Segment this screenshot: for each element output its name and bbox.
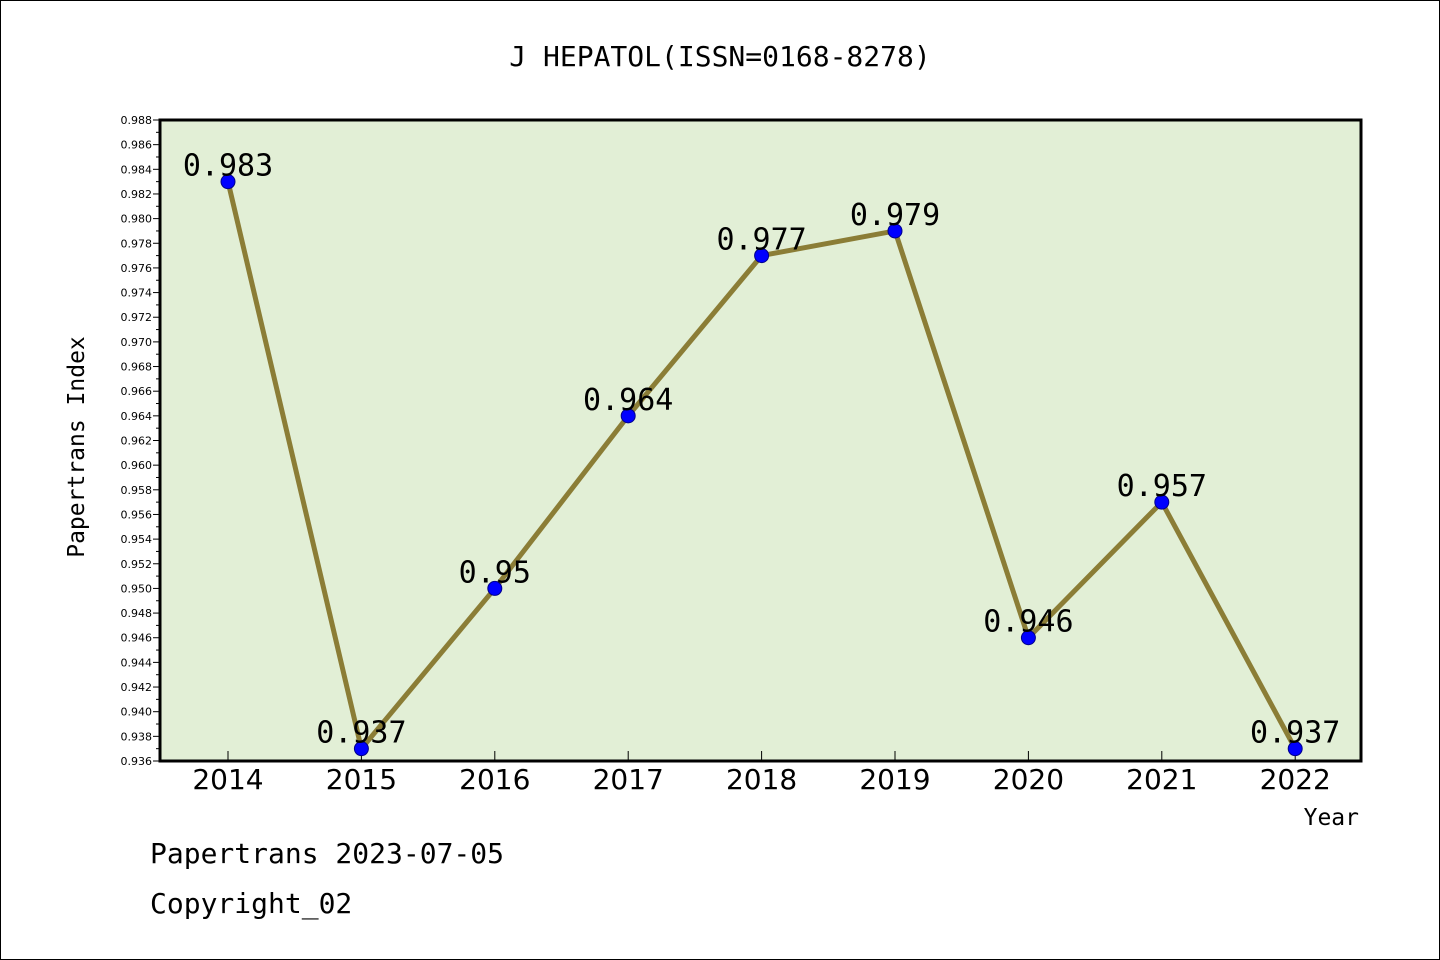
x-axis-label: Year [1304, 805, 1359, 831]
x-tick-label: 2015 [326, 763, 397, 796]
y-tick-label: 0.936 [121, 755, 153, 768]
y-tick-label: 0.952 [121, 558, 153, 571]
y-axis-label: Papertrans Index [64, 336, 90, 558]
y-tick-label: 0.974 [121, 287, 153, 300]
y-tick-label: 0.966 [121, 385, 153, 398]
data-markers [220, 174, 1303, 757]
y-tick-label: 0.948 [121, 607, 153, 620]
data-label: 0.964 [583, 383, 673, 418]
y-tick-label: 0.976 [121, 262, 153, 275]
data-point [1154, 494, 1170, 510]
x-tick-label: 2014 [192, 763, 263, 796]
y-tick-label: 0.960 [121, 459, 153, 472]
y-tick-label: 0.962 [121, 435, 153, 448]
x-tick-label: 2019 [859, 763, 930, 796]
y-tick-label: 0.942 [121, 681, 153, 694]
y-tick-label: 0.946 [121, 632, 153, 645]
y-tick-label: 0.950 [121, 582, 153, 595]
data-point [887, 223, 903, 239]
y-tick-label: 0.972 [121, 311, 153, 324]
footer-date: Papertrans 2023-07-05 [150, 837, 504, 870]
data-point [1020, 630, 1036, 646]
x-tick-label: 2020 [993, 763, 1064, 796]
chart-title: J HEPATOL(ISSN=0168-8278) [509, 40, 930, 73]
y-tick-label: 0.964 [121, 410, 153, 423]
data-label: 0.946 [983, 605, 1073, 640]
data-label: 0.983 [183, 149, 273, 184]
y-tick-label: 0.958 [121, 484, 153, 497]
data-point [754, 248, 770, 264]
data-labels: 0.983 0.937 0.95 0.964 0.977 0.979 0.946 0.957 0… [183, 149, 1341, 751]
data-point [353, 741, 369, 757]
x-axis: 2014 2015 2016 2017 2018 2019 2020 2021 2022 [192, 751, 1331, 796]
y-tick-label: 0.954 [121, 533, 153, 546]
y-tick-label: 0.988 [121, 114, 153, 127]
plot-area [158, 118, 1363, 763]
y-tick-label: 0.980 [121, 213, 153, 226]
y-tick-label: 0.970 [121, 336, 153, 349]
data-label: 0.957 [1117, 469, 1207, 504]
x-tick-label: 2017 [593, 763, 664, 796]
y-tick-label: 0.984 [121, 163, 153, 176]
x-tick-label: 2021 [1126, 763, 1197, 796]
footer-copyright: Copyright_02 [150, 887, 352, 921]
data-label: 0.95 [459, 555, 531, 590]
y-tick-label: 0.940 [121, 706, 153, 719]
y-tick-label: 0.944 [121, 656, 153, 669]
data-point [220, 174, 236, 190]
data-point [1287, 741, 1303, 757]
data-label: 0.979 [850, 198, 940, 233]
data-point [620, 408, 636, 424]
y-tick-label: 0.968 [121, 361, 153, 374]
y-tick-label: 0.986 [121, 139, 153, 152]
data-label: 0.977 [716, 223, 806, 258]
data-label: 0.937 [1250, 716, 1340, 751]
y-tick-label: 0.982 [121, 188, 153, 201]
x-tick-label: 2022 [1260, 763, 1331, 796]
data-point [487, 580, 503, 596]
y-tick-label: 0.978 [121, 237, 153, 250]
y-tick-label: 0.938 [121, 730, 153, 743]
x-tick-label: 2018 [726, 763, 797, 796]
data-label: 0.937 [316, 716, 406, 751]
y-axis: 0.936 0.938 0.940 0.942 0.944 0.946 0.948 0.950… [121, 114, 160, 768]
y-tick-label: 0.956 [121, 508, 153, 521]
x-tick-label: 2016 [459, 763, 530, 796]
